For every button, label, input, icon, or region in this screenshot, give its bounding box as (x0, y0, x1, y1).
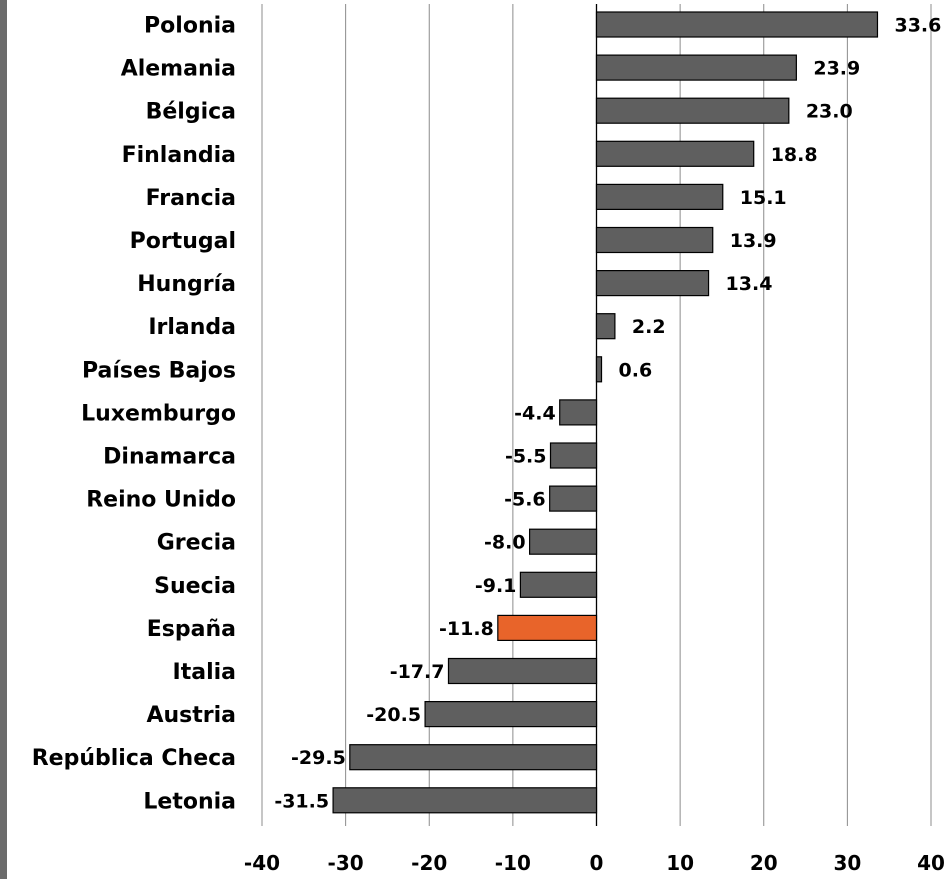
value-label-portugal: 13.9 (730, 230, 777, 252)
x-tick-label: -10 (495, 851, 531, 875)
category-label-hungria: Hungría (137, 272, 236, 297)
value-label-irlanda: 2.2 (632, 316, 666, 338)
bar-irlanda (595, 313, 616, 340)
category-label-irlanda: Irlanda (148, 315, 236, 340)
bar-polonia (595, 11, 879, 38)
bar-italia (447, 657, 598, 685)
category-label-suecia: Suecia (154, 574, 236, 599)
category-label-francia: Francia (146, 186, 236, 211)
category-label-letonia: Letonia (143, 789, 236, 814)
value-label-finlandia: 18.8 (771, 144, 818, 166)
category-label-portugal: Portugal (130, 229, 236, 254)
bar-belgica (595, 97, 790, 124)
value-label-francia: 15.1 (740, 187, 787, 209)
value-label-alemania: 23.9 (813, 58, 860, 80)
x-tick-label: 20 (750, 851, 778, 875)
value-label-italia: -17.7 (390, 661, 445, 683)
bar-francia (595, 183, 724, 210)
value-label-espana: -11.8 (439, 618, 494, 640)
category-label-italia: Italia (173, 660, 236, 685)
category-label-dinamarca: Dinamarca (103, 445, 236, 470)
x-tick-label: 10 (666, 851, 694, 875)
category-label-espana: España (147, 617, 236, 642)
value-label-luxemburgo: -4.4 (514, 402, 556, 424)
category-label-alemania: Alemania (121, 57, 236, 82)
category-label-polonia: Polonia (144, 14, 236, 39)
category-labels: Polonia Alemania Bélgica Finlandia Francia Po… (32, 14, 236, 815)
bar-grecia (528, 528, 598, 555)
value-label-austria: -20.5 (366, 704, 421, 726)
x-tick-label: 30 (833, 851, 861, 875)
x-tick-label: 0 (590, 851, 604, 875)
bar-portugal (595, 226, 714, 254)
value-label-paises-bajos: 0.6 (619, 359, 653, 381)
category-label-paises-bajos: Países Bajos (82, 358, 236, 383)
value-label-hungria: 13.4 (726, 273, 773, 295)
category-label-finlandia: Finlandia (122, 143, 236, 168)
x-axis-ticks: -40 -30 -20 -10 0 10 20 30 40 (244, 851, 945, 875)
value-label-republica-checa: -29.5 (291, 747, 346, 769)
bar-austria (424, 700, 598, 728)
left-edge-strip (0, 0, 7, 879)
value-label-grecia: -8.0 (484, 532, 526, 554)
value-label-dinamarca: -5.5 (505, 446, 547, 468)
value-labels: 33.6 23.9 23.0 18.8 15.1 13.9 13.4 2.2 0.6 -4.4 -5… (274, 15, 941, 813)
bar-suecia (519, 571, 598, 598)
category-label-grecia: Grecia (157, 531, 236, 556)
bar-espana (497, 614, 598, 642)
value-label-polonia: 33.6 (894, 15, 941, 37)
bar-alemania (595, 54, 797, 81)
x-tick-label: 40 (917, 851, 945, 875)
bar-hungria (595, 270, 710, 297)
bar-republica-checa (349, 744, 598, 771)
value-label-suecia: -9.1 (475, 575, 517, 597)
value-label-belgica: 23.0 (806, 101, 853, 123)
category-label-reino-unido: Reino Unido (86, 488, 236, 513)
value-label-reino-unido: -5.6 (504, 489, 546, 511)
x-tick-label: -20 (411, 851, 447, 875)
bars (332, 11, 879, 814)
value-label-letonia: -31.5 (274, 790, 329, 812)
x-tick-label: -40 (244, 851, 280, 875)
bar-reino-unido (549, 485, 598, 512)
category-label-republica-checa: República Checa (32, 746, 236, 771)
bar-letonia (332, 787, 598, 814)
x-tick-label: -30 (328, 851, 364, 875)
category-label-belgica: Bélgica (146, 100, 236, 125)
bar-dinamarca (549, 442, 598, 469)
bar-paises-bajos (595, 356, 603, 383)
category-label-austria: Austria (146, 703, 236, 728)
bar-luxemburgo (559, 399, 598, 426)
category-label-luxemburgo: Luxemburgo (81, 401, 236, 426)
bar-finlandia (595, 140, 755, 167)
